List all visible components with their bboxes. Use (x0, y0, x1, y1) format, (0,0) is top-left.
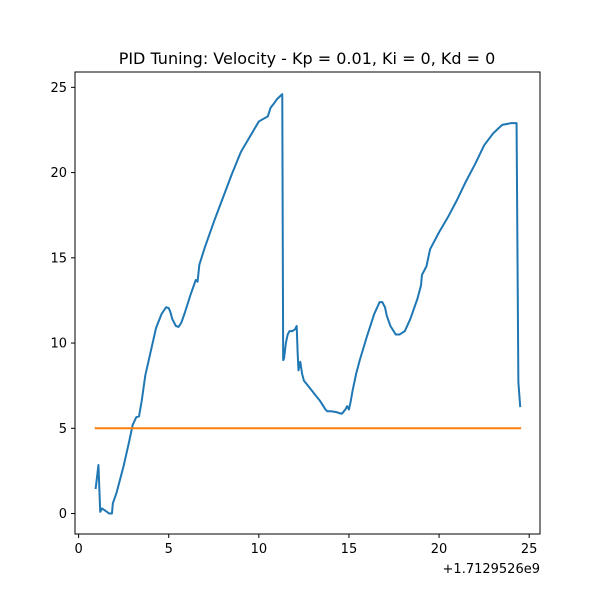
x-tick-label: 0 (74, 542, 82, 557)
x-axis-offset-label: +1.7129526e9 (443, 562, 540, 577)
series-line-1 (94, 93, 522, 515)
x-tick-label: 20 (431, 542, 448, 557)
x-tick-label: 15 (341, 542, 358, 557)
x-tick-label: 25 (521, 542, 538, 557)
axes-layer: 0 5 10 15 20 25 0 5 10 15 20 25 (50, 71, 541, 557)
y-tick-label: 15 (50, 251, 67, 266)
y-tick-label: 20 (50, 166, 67, 181)
series-layer (94, 93, 522, 515)
y-tick-label: 5 (59, 422, 67, 437)
axes-frame (74, 71, 541, 535)
chart-title: PID Tuning: Velocity - Kp = 0.01, Ki = 0… (119, 49, 496, 68)
y-tick-label: 25 (50, 81, 67, 96)
x-tick-label: 10 (251, 542, 268, 557)
y-tick-label: 10 (50, 337, 67, 352)
x-tick-label: 5 (165, 542, 173, 557)
y-tick-label: 0 (59, 507, 67, 522)
